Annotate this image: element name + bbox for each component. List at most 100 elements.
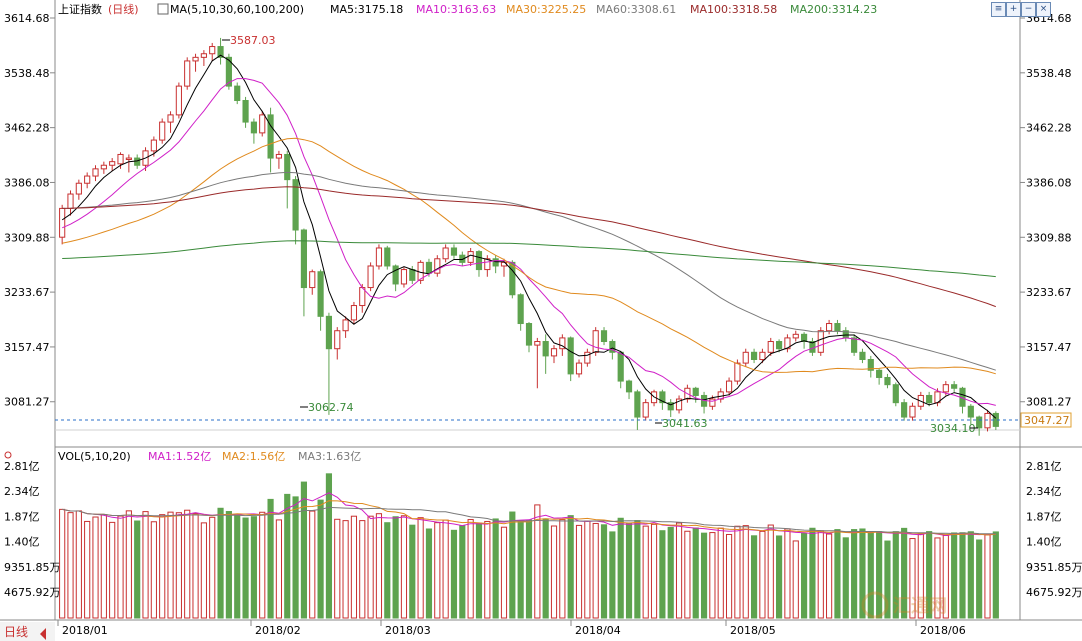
volume-bar[interactable] [909, 538, 916, 619]
volume-bar[interactable] [409, 524, 416, 619]
volume-bar[interactable] [309, 510, 316, 619]
candle[interactable] [309, 269, 316, 295]
volume-bar[interactable] [951, 532, 958, 619]
volume-bar[interactable] [525, 519, 533, 619]
candle[interactable] [484, 255, 491, 277]
period-tab[interactable]: 日线 [4, 625, 28, 639]
volume-bar[interactable] [609, 531, 616, 619]
volume-bar[interactable] [700, 532, 708, 619]
candle[interactable] [759, 348, 766, 364]
volume-bar[interactable] [592, 522, 599, 619]
volume-bar[interactable] [709, 532, 716, 619]
candle[interactable] [242, 96, 249, 128]
volume-bar[interactable] [976, 539, 983, 619]
volume-bar[interactable] [467, 519, 474, 619]
toolbar-button-1[interactable]: ≡ [991, 2, 1006, 17]
volume-bar[interactable] [150, 521, 157, 619]
candle[interactable] [600, 327, 608, 346]
volume-bar[interactable] [492, 518, 499, 619]
candle[interactable] [117, 152, 124, 169]
candle[interactable] [325, 312, 333, 415]
volume-bar[interactable] [834, 529, 841, 619]
volume-bar[interactable] [934, 537, 941, 619]
candle[interactable] [350, 301, 358, 324]
volume-bar[interactable] [342, 520, 349, 619]
volume-bar[interactable] [625, 522, 633, 619]
volume-bar[interactable] [500, 526, 508, 619]
candle[interactable] [134, 154, 141, 169]
volume-bar[interactable] [359, 520, 366, 619]
volume-bar[interactable] [350, 515, 358, 619]
candle[interactable] [442, 244, 449, 263]
candle[interactable] [525, 322, 533, 353]
volume-bar[interactable] [142, 511, 149, 619]
candle[interactable] [692, 386, 699, 403]
volume-bar[interactable] [642, 525, 649, 619]
candle[interactable] [450, 244, 458, 259]
candle[interactable] [859, 348, 866, 364]
volume-bar[interactable] [275, 519, 282, 619]
candle[interactable] [892, 382, 899, 407]
zoom-in-button[interactable]: + [1006, 2, 1021, 17]
volume-bar[interactable] [242, 517, 249, 619]
settings-icon[interactable] [4, 451, 12, 459]
candle[interactable] [634, 389, 641, 430]
volume-bar[interactable] [509, 511, 516, 619]
candle[interactable] [367, 262, 374, 292]
volume-bar[interactable] [84, 520, 91, 619]
candle[interactable] [976, 415, 983, 436]
volume-bar[interactable] [725, 533, 733, 619]
candle[interactable] [250, 118, 257, 144]
volume-bar[interactable] [325, 473, 333, 619]
volume-bar[interactable] [959, 532, 966, 619]
candle[interactable] [92, 165, 99, 182]
candle[interactable] [217, 37, 224, 65]
candle[interactable] [175, 82, 182, 119]
candle[interactable] [951, 381, 958, 392]
candle[interactable] [59, 204, 66, 245]
candle[interactable] [392, 264, 399, 292]
candle[interactable] [109, 158, 116, 172]
volume-bar[interactable] [59, 508, 66, 619]
volume-bar[interactable] [675, 522, 683, 619]
volume-bar[interactable] [792, 540, 799, 619]
candle[interactable] [192, 53, 199, 72]
volume-bar[interactable] [684, 530, 691, 619]
candle[interactable] [259, 111, 266, 137]
candle[interactable] [851, 334, 858, 356]
candle[interactable] [459, 251, 466, 266]
volume-bar[interactable] [867, 532, 874, 619]
volume-bar[interactable] [634, 520, 641, 619]
volume-bar[interactable] [92, 516, 99, 619]
candle[interactable] [575, 359, 583, 378]
volume-bar[interactable] [759, 530, 766, 619]
candle[interactable] [909, 402, 916, 421]
volume-bar[interactable] [809, 527, 816, 619]
volume-bar[interactable] [284, 493, 291, 619]
candle[interactable] [534, 337, 541, 389]
volume-bar[interactable] [475, 522, 483, 619]
volume-bar[interactable] [600, 524, 608, 619]
candle[interactable] [84, 172, 91, 189]
volume-bar[interactable] [859, 528, 866, 619]
candle[interactable] [75, 179, 82, 200]
candle[interactable] [776, 339, 783, 353]
candle[interactable] [375, 244, 383, 270]
volume-bar[interactable] [884, 540, 891, 619]
ma-toggle-icon[interactable] [157, 3, 169, 15]
candle[interactable] [267, 107, 274, 173]
candle[interactable] [159, 118, 166, 144]
candle[interactable] [342, 316, 349, 338]
volume-bar[interactable] [425, 528, 433, 619]
candle[interactable] [200, 50, 207, 66]
volume-bar[interactable] [442, 519, 449, 619]
candle[interactable] [675, 395, 683, 414]
volume-bar[interactable] [767, 524, 774, 619]
volume-bar[interactable] [750, 535, 758, 619]
volume-bar[interactable] [567, 515, 574, 619]
volume-bar[interactable] [484, 520, 491, 619]
volume-bar[interactable] [917, 533, 924, 619]
candle[interactable] [792, 330, 799, 342]
volume-bar[interactable] [317, 499, 324, 619]
candle[interactable] [884, 373, 891, 389]
